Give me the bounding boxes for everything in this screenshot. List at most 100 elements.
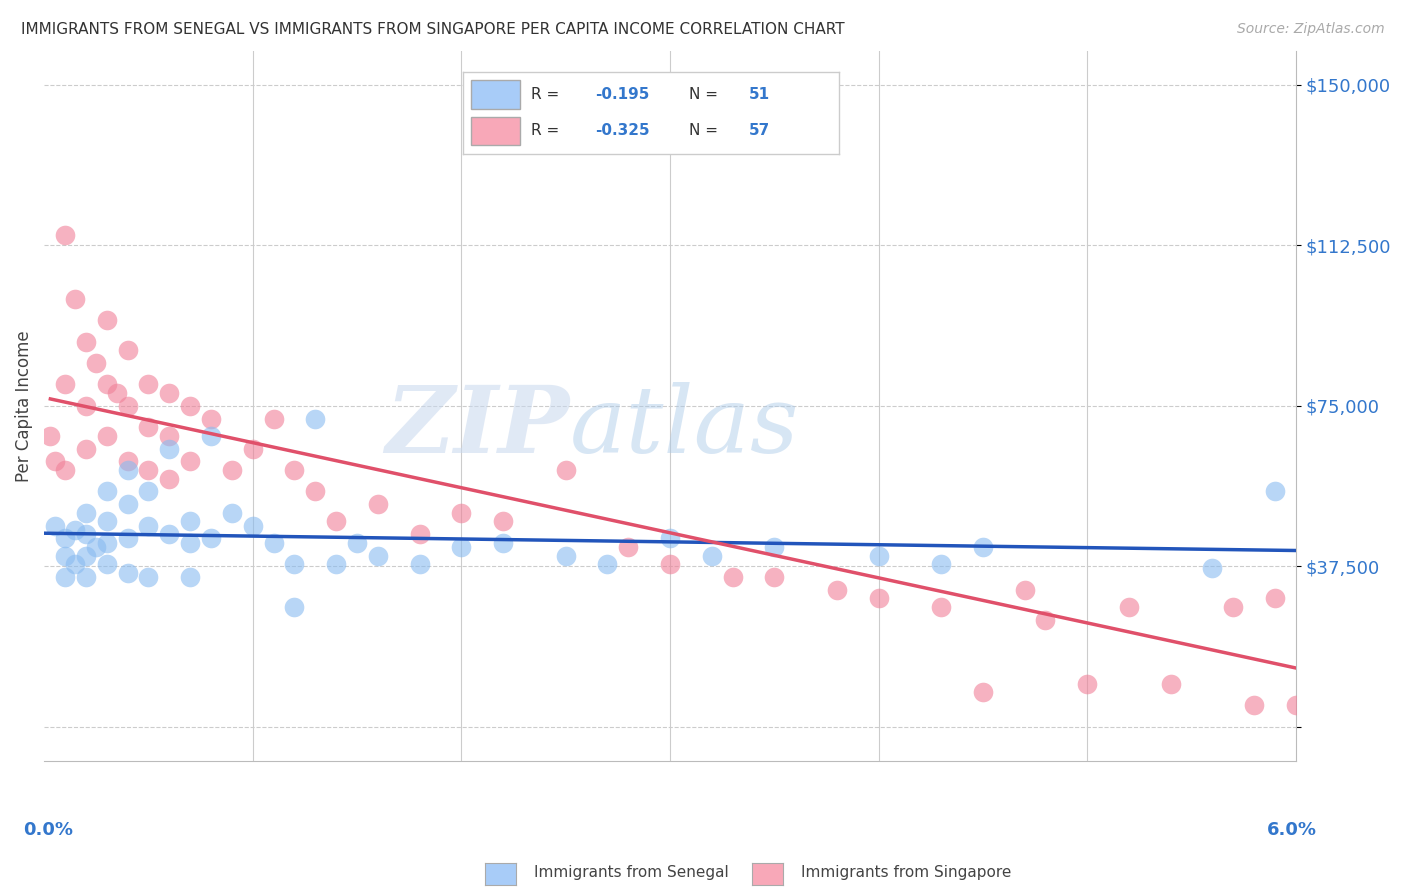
Point <box>105 386 128 401</box>
Point <box>138 484 160 499</box>
Point <box>200 532 222 546</box>
Point <box>75 527 97 541</box>
Text: IMMIGRANTS FROM SENEGAL VS IMMIGRANTS FROM SINGAPORE PER CAPITA INCOME CORRELATI: IMMIGRANTS FROM SENEGAL VS IMMIGRANTS FR… <box>21 22 845 37</box>
Point <box>157 442 180 456</box>
Point <box>179 399 201 413</box>
Point <box>1222 599 1244 614</box>
Point <box>1243 698 1265 713</box>
Point <box>117 532 139 546</box>
Point <box>1347 582 1369 597</box>
Point <box>96 377 118 392</box>
Point <box>221 463 243 477</box>
Text: atlas: atlas <box>569 382 800 472</box>
Point <box>96 557 118 571</box>
Point <box>65 523 87 537</box>
Point <box>367 549 389 563</box>
Point <box>157 471 180 485</box>
Point <box>138 377 160 392</box>
Point <box>117 399 139 413</box>
Point <box>700 549 723 563</box>
Point <box>157 429 180 443</box>
Point <box>200 411 222 425</box>
Point <box>1264 591 1286 606</box>
Point <box>96 514 118 528</box>
Point <box>53 532 76 546</box>
Point <box>825 582 848 597</box>
Point <box>200 429 222 443</box>
Point <box>138 420 160 434</box>
Text: Source: ZipAtlas.com: Source: ZipAtlas.com <box>1237 22 1385 37</box>
Point <box>117 463 139 477</box>
Text: ZIP: ZIP <box>385 382 569 472</box>
Point <box>1160 677 1182 691</box>
Point <box>75 334 97 349</box>
Point <box>972 540 994 554</box>
Text: Immigrants from Singapore: Immigrants from Singapore <box>801 865 1012 880</box>
Point <box>554 463 576 477</box>
Text: 6.0%: 6.0% <box>1267 821 1316 838</box>
Point <box>283 463 305 477</box>
Point <box>283 599 305 614</box>
Point <box>263 411 285 425</box>
Point <box>450 540 472 554</box>
Point <box>617 540 640 554</box>
Point <box>763 540 786 554</box>
Point <box>96 484 118 499</box>
Text: 0.0%: 0.0% <box>24 821 73 838</box>
Point <box>492 535 515 549</box>
Point <box>96 535 118 549</box>
Point <box>1035 613 1057 627</box>
Point <box>1201 561 1223 575</box>
Point <box>117 566 139 580</box>
Point <box>408 527 430 541</box>
Point <box>44 454 66 468</box>
Point <box>325 557 347 571</box>
Point <box>1264 484 1286 499</box>
Point <box>157 386 180 401</box>
Point <box>1118 599 1140 614</box>
Point <box>53 549 76 563</box>
Point <box>554 549 576 563</box>
Point <box>138 463 160 477</box>
Point <box>84 540 107 554</box>
Point <box>75 549 97 563</box>
Point <box>304 484 326 499</box>
Point <box>44 518 66 533</box>
Point <box>179 454 201 468</box>
Point <box>117 343 139 358</box>
Point <box>596 557 619 571</box>
Point <box>450 506 472 520</box>
Point <box>1076 677 1098 691</box>
Point <box>179 535 201 549</box>
Point <box>96 313 118 327</box>
Point <box>84 356 107 370</box>
Point <box>75 399 97 413</box>
Point <box>1305 599 1327 614</box>
Point <box>138 570 160 584</box>
Point <box>138 518 160 533</box>
Point <box>96 429 118 443</box>
Point <box>721 570 744 584</box>
Point <box>53 377 76 392</box>
Point <box>65 292 87 306</box>
Point <box>367 497 389 511</box>
Point <box>346 535 368 549</box>
Point <box>929 599 952 614</box>
Point <box>304 411 326 425</box>
Point <box>75 442 97 456</box>
Point <box>179 514 201 528</box>
Point <box>658 557 681 571</box>
Point <box>868 549 890 563</box>
Point <box>1285 698 1308 713</box>
Text: Immigrants from Senegal: Immigrants from Senegal <box>534 865 730 880</box>
Point <box>972 685 994 699</box>
Point <box>325 514 347 528</box>
Point <box>408 557 430 571</box>
Point <box>929 557 952 571</box>
Point <box>117 454 139 468</box>
Point <box>763 570 786 584</box>
Point <box>1326 599 1348 614</box>
Point <box>492 514 515 528</box>
Point <box>75 570 97 584</box>
Point <box>117 497 139 511</box>
